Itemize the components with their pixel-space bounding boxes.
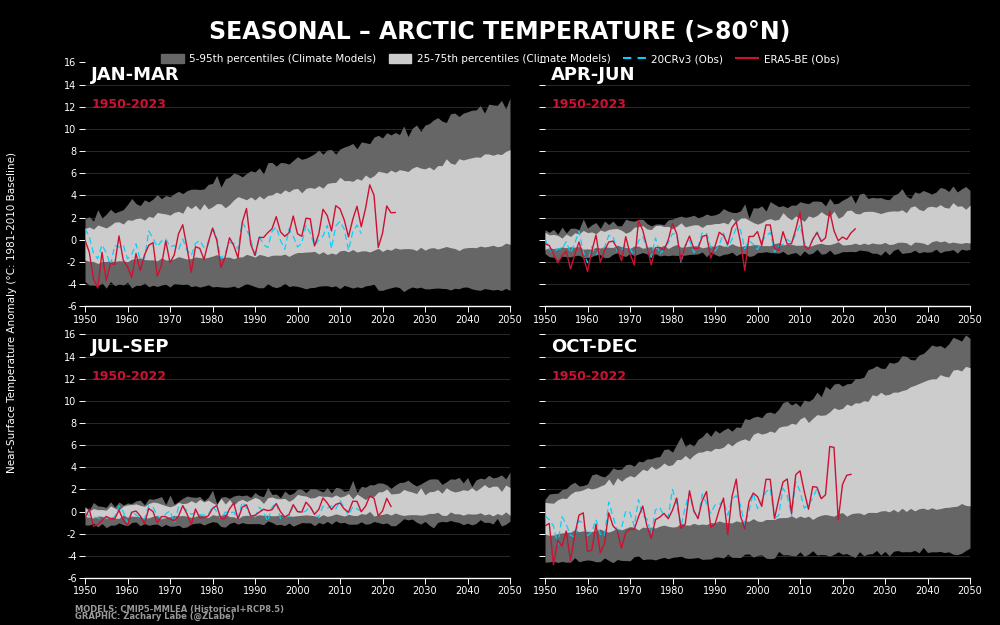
Text: JAN-MAR: JAN-MAR [91,66,180,84]
Text: 1950-2023: 1950-2023 [551,98,626,111]
Text: OCT-DEC: OCT-DEC [551,338,638,356]
Legend: 5-95th percentiles (Climate Models), 25-75th percentiles (Climate Models), 20CRv: 5-95th percentiles (Climate Models), 25-… [157,50,843,69]
Text: GRAPHIC: Zachary Labe (@ZLabe): GRAPHIC: Zachary Labe (@ZLabe) [75,612,235,621]
Text: Near-Surface Temperature Anomaly (°C: 1981-2010 Baseline): Near-Surface Temperature Anomaly (°C: 19… [7,152,17,473]
Text: 1950-2022: 1950-2022 [551,370,626,382]
Text: SEASONAL – ARCTIC TEMPERATURE (>80°N): SEASONAL – ARCTIC TEMPERATURE (>80°N) [209,20,791,44]
Text: 1950-2023: 1950-2023 [91,98,166,111]
Text: JUL-SEP: JUL-SEP [91,338,170,356]
Text: 1950-2022: 1950-2022 [91,370,166,382]
Text: APR-JUN: APR-JUN [551,66,636,84]
Text: MODELS: CMIP5-MMLEA (Historical+RCP8.5): MODELS: CMIP5-MMLEA (Historical+RCP8.5) [75,605,284,614]
